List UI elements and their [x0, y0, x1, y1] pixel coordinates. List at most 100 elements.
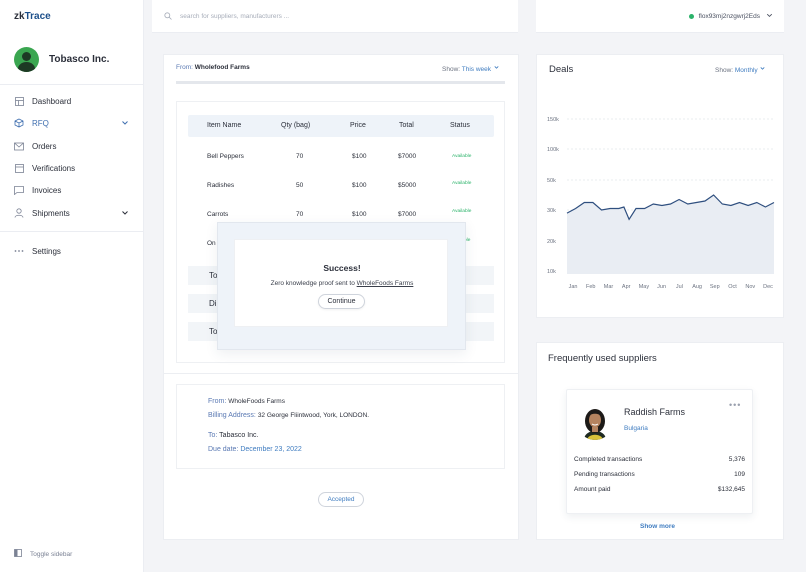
table-row[interactable]: Radishes 50 $100 $5000 Available	[207, 181, 472, 189]
x-tick-label: Oct	[728, 284, 737, 290]
search-input[interactable]	[180, 12, 480, 20]
divider	[163, 373, 519, 374]
column-header: Price	[350, 122, 366, 129]
divider	[0, 84, 143, 85]
area-fill	[567, 195, 774, 274]
x-tick-label: Aug	[692, 284, 702, 290]
search-bar[interactable]	[152, 0, 518, 33]
sidebar-item-shipments[interactable]: Shipments	[14, 206, 130, 220]
dashboard-icon	[14, 96, 24, 106]
user-icon	[14, 208, 24, 218]
invoice-to: To: Tabasco Inc.	[208, 432, 259, 439]
sidebar-item-settings[interactable]: Settings	[14, 244, 130, 258]
table-row[interactable]: Carrots 70 $100 $7000 Available	[207, 209, 472, 218]
x-tick-label: Jul	[676, 284, 683, 290]
wallet-menu[interactable]: flox93mj2nzgwrj2Eds	[536, 0, 784, 33]
layout-icon	[14, 163, 24, 173]
continue-button[interactable]: Continue	[318, 294, 365, 309]
chevron-down-icon[interactable]	[493, 64, 500, 71]
chat-icon	[14, 185, 24, 195]
deals-period-filter[interactable]: Show: Monthly	[715, 65, 766, 74]
y-tick-label: 100k	[547, 147, 559, 153]
wallet-address: flox93mj2nzgwrj2Eds	[698, 12, 760, 20]
supplier-name[interactable]: Raddish Farms	[624, 407, 686, 417]
supplier-stat: Amount paid $132,645	[574, 486, 745, 493]
company-name: Tobasco Inc.	[49, 54, 110, 65]
tab-underline	[176, 81, 505, 84]
table-row[interactable]: On ble	[207, 238, 471, 247]
status-badge: Accepted	[318, 492, 364, 507]
y-tick-label: 150k	[547, 117, 559, 123]
success-modal: Success! Zero knowledge proof sent to Wh…	[234, 239, 448, 327]
deals-chart: 10k 20k 30k 50k 100k 150k Jan Feb Mar Apr May Jun Ju…	[547, 117, 775, 290]
sidebar-item-verifications[interactable]: Verifications	[14, 161, 130, 175]
toggle-sidebar-label: Toggle sidebar	[30, 550, 73, 558]
supplier-stat: Pending transactions 109	[574, 471, 745, 478]
sidebar-item-label: Verifications	[32, 163, 76, 173]
deals-title: Deals	[549, 64, 574, 75]
company-header[interactable]: Tobasco Inc.	[14, 47, 109, 72]
table-header: Item Name Qty (bag) Price Total Status	[188, 115, 494, 137]
y-tick-label: 10k	[547, 269, 556, 275]
column-header: Qty (bag)	[281, 122, 311, 129]
search-icon	[164, 7, 172, 25]
x-tick-label: Jun	[657, 284, 666, 290]
online-status-dot	[688, 13, 694, 19]
x-tick-label: Jan	[569, 284, 578, 290]
sidebar-item-invoices[interactable]: Invoices	[14, 183, 130, 197]
x-tick-label: Mar	[604, 284, 614, 290]
sidebar	[0, 0, 144, 572]
x-tick-label: Sep	[710, 284, 720, 290]
sidebar-item-label: Shipments	[32, 208, 70, 218]
sidebar-item-dashboard[interactable]: Dashboard	[14, 94, 130, 108]
x-tick-label: Feb	[586, 284, 595, 290]
company-avatar	[14, 47, 39, 72]
modal-message: Zero knowledge proof sent to WholeFoods …	[270, 280, 414, 287]
supplier-stat: Completed transactions 5,376	[574, 456, 745, 463]
status-badge: Available	[452, 209, 472, 214]
billing-address: Billing Address: 32 George Fliintwood, Y…	[208, 412, 370, 419]
sidebar-toggle-icon	[14, 549, 22, 559]
period-filter[interactable]: Show: This week	[442, 64, 500, 73]
app-logo[interactable]: zkTrace	[14, 11, 51, 22]
sidebar-item-label: RFQ	[32, 118, 49, 128]
show-more-link[interactable]: Show more	[640, 523, 676, 530]
column-header: Item Name	[207, 122, 242, 129]
more-icon	[14, 246, 24, 256]
y-tick-label: 20k	[547, 239, 556, 245]
mail-icon	[14, 141, 24, 151]
supplier-country: Bulgaria	[624, 425, 648, 432]
column-header: Total	[399, 122, 414, 129]
x-tick-label: May	[639, 284, 650, 290]
supplier-avatar	[577, 404, 613, 440]
chevron-down-icon[interactable]	[765, 11, 774, 22]
supplier-link[interactable]: WholeFoods Farms	[356, 280, 414, 287]
y-tick-label: 50k	[547, 178, 556, 184]
sidebar-item-label: Dashboard	[32, 96, 72, 106]
invoice-details	[176, 384, 505, 469]
chevron-down-icon[interactable]	[759, 65, 766, 72]
table-row[interactable]: Bell Peppers 70 $100 $7000 Available	[207, 153, 472, 160]
x-tick-label: Dec	[763, 284, 773, 290]
sidebar-item-orders[interactable]: Orders	[14, 139, 130, 153]
sidebar-item-rfq[interactable]: RFQ	[14, 116, 130, 130]
suppliers-title: Frequently used suppliers	[548, 353, 657, 364]
toggle-sidebar-button[interactable]: Toggle sidebar	[14, 549, 72, 559]
invoice-from: From: WholeFoods Farms	[208, 398, 285, 405]
chevron-down-icon[interactable]	[120, 208, 130, 218]
column-header: Status	[450, 122, 470, 129]
divider	[0, 231, 143, 232]
due-date: Due date: December 23, 2022	[208, 446, 302, 453]
order-from: From: Wholefood Farms	[176, 64, 250, 71]
sidebar-item-label: Orders	[32, 141, 57, 151]
x-tick-label: Nov	[745, 284, 755, 290]
cube-icon	[14, 118, 24, 128]
more-options-icon[interactable]: •••	[729, 400, 742, 410]
sidebar-item-label: Settings	[32, 246, 61, 256]
modal-title: Success!	[323, 263, 361, 273]
y-tick-label: 30k	[547, 208, 556, 214]
status-badge: Available	[452, 181, 472, 186]
chevron-down-icon[interactable]	[120, 118, 130, 128]
series-line	[566, 194, 775, 221]
sidebar-item-label: Invoices	[32, 185, 62, 195]
